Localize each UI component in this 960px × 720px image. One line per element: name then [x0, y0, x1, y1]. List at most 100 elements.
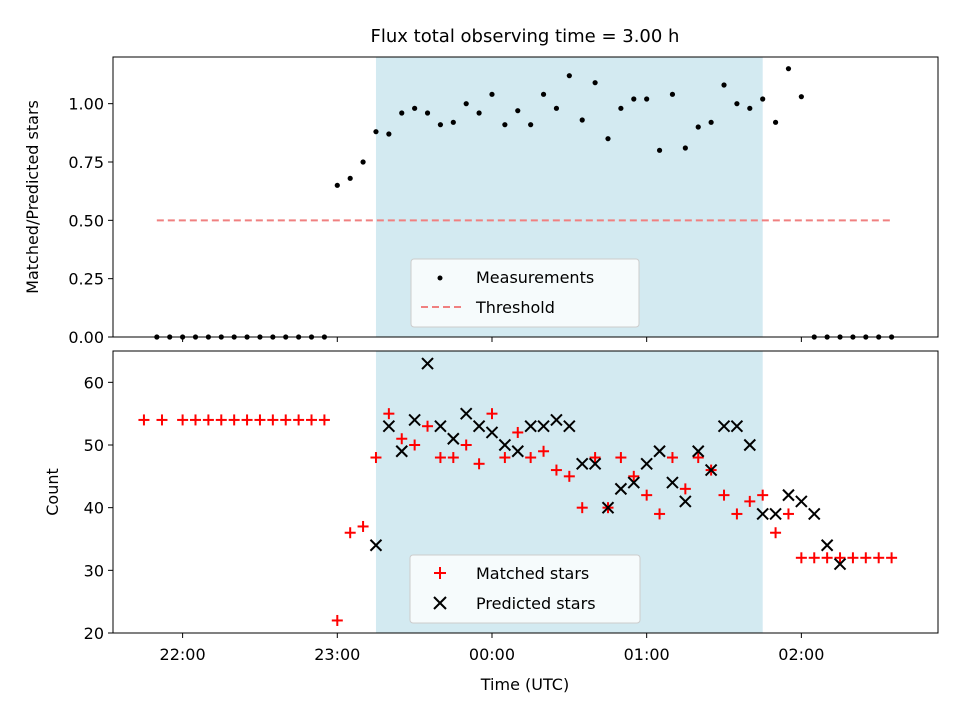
- measurement-point: [682, 145, 688, 151]
- matched-stars-point: [202, 414, 214, 426]
- bottom-y-tick-label: 40: [84, 499, 104, 518]
- matched-stars-point: [744, 495, 756, 507]
- matched-stars-point: [666, 452, 678, 464]
- top-plot-frame: [112, 56, 939, 338]
- predicted-stars-point: [563, 419, 576, 433]
- top-x-ticks: [182, 337, 802, 342]
- matched-stars-point: [808, 552, 820, 564]
- measurement-point: [360, 159, 366, 165]
- predicted-stars-point: [820, 539, 834, 552]
- predicted-stars-point: [421, 357, 434, 370]
- predicted-stars-point: [408, 413, 421, 427]
- predicted-stars-point: [782, 488, 795, 502]
- measurement-point: [489, 91, 495, 97]
- matched-stars-point: [267, 414, 279, 426]
- matched-stars-point: [860, 552, 872, 564]
- legend-predicted-stars-marker: [433, 596, 447, 610]
- bottom-data-marks: [138, 357, 898, 626]
- predicted-stars-point: [666, 476, 679, 489]
- measurement-point: [721, 82, 727, 88]
- matched-stars-point: [757, 489, 769, 501]
- predicted-stars-point: [550, 413, 563, 427]
- matched-stars-point: [177, 414, 189, 426]
- matched-stars-point: [834, 552, 846, 564]
- measurement-point: [734, 101, 740, 107]
- measurement-point: [386, 131, 392, 137]
- matched-stars-point: [156, 414, 168, 426]
- measurement-point: [579, 117, 585, 123]
- x-tick-label: 23:00: [314, 645, 360, 664]
- matched-stars-point: [486, 408, 498, 420]
- matched-stars-point: [473, 458, 485, 470]
- matched-stars-point: [215, 414, 227, 426]
- measurement-point: [605, 136, 611, 142]
- measurement-point: [424, 110, 431, 116]
- chart-title: Flux total observing time = 3.00 h: [371, 26, 680, 47]
- matched-stars-point: [357, 520, 369, 532]
- predicted-stars-point: [601, 501, 615, 514]
- legend-matched-stars-label: Matched stars: [476, 564, 589, 583]
- x-tick-label: 00:00: [469, 645, 515, 664]
- measurement-point: [463, 101, 469, 107]
- matched-stars-point: [512, 426, 524, 438]
- predicted-stars-point: [743, 438, 757, 452]
- measurement-point: [566, 73, 572, 79]
- measurement-point: [437, 122, 444, 128]
- measurement-point: [708, 119, 714, 125]
- predicted-stars-point: [769, 507, 782, 521]
- predicted-stars-point: [511, 445, 524, 458]
- measurement-point: [669, 91, 676, 97]
- matched-stars-point: [293, 414, 305, 426]
- measurement-point: [553, 105, 560, 111]
- measurement-point: [502, 122, 508, 128]
- predicted-stars-point: [717, 419, 731, 433]
- predicted-stars-point: [833, 557, 847, 571]
- matched-stars-point: [538, 445, 550, 457]
- measurement-point: [540, 91, 547, 97]
- predicted-stars-point: [704, 463, 718, 477]
- matched-stars-point: [396, 433, 408, 445]
- matched-stars-point: [615, 452, 627, 464]
- measurement-point: [695, 124, 701, 130]
- top-data-marks: [154, 66, 895, 340]
- matched-stars-point: [331, 614, 343, 626]
- legend-predicted-stars-label: Predicted stars: [476, 594, 596, 613]
- matched-stars-point: [782, 508, 794, 520]
- matched-stars-point: [589, 452, 601, 464]
- measurement-point: [412, 105, 418, 111]
- predicted-stars-point: [808, 507, 821, 521]
- predicted-stars-point: [395, 445, 408, 458]
- predicted-stars-point: [498, 438, 512, 452]
- matched-stars-point: [731, 508, 743, 520]
- predicted-stars-point: [369, 539, 383, 552]
- matched-stars-point: [190, 414, 201, 426]
- measurement-point: [798, 94, 804, 100]
- matched-stars-point: [499, 452, 511, 464]
- matched-stars-point: [576, 502, 588, 514]
- measurement-point: [592, 80, 598, 86]
- bottom-y-tick-label: 60: [84, 373, 104, 392]
- x-tick-label: 01:00: [624, 645, 670, 664]
- top-legend-box: [410, 258, 640, 328]
- x-axis-label: Time (UTC): [480, 675, 569, 694]
- matched-stars-point: [344, 527, 356, 539]
- predicted-stars-point: [679, 495, 692, 508]
- matched-stars-point: [422, 420, 434, 432]
- measurement-point: [476, 110, 482, 116]
- predicted-stars-point: [614, 482, 628, 496]
- predicted-stars-point: [537, 419, 550, 433]
- top-y-ticks: 0.00 0.25 0.50 0.75 1.00: [68, 95, 113, 347]
- measurement-point: [450, 119, 456, 125]
- bottom-panel: 20 30 40 50 60 22:00 23:00 00:00 01:00 02:00 Cou…: [43, 350, 939, 694]
- matched-stars-point: [628, 470, 640, 482]
- measurement-point: [399, 110, 405, 116]
- matched-stars-point: [563, 470, 575, 482]
- matched-stars-point: [318, 414, 330, 426]
- top-y-axis-label: Matched/Predicted stars: [23, 100, 42, 294]
- predicted-stars-point: [795, 495, 808, 508]
- matched-stars-point: [873, 552, 885, 564]
- matched-stars-point: [447, 452, 459, 464]
- measurement-point: [644, 96, 650, 102]
- matched-stars-point: [434, 452, 446, 464]
